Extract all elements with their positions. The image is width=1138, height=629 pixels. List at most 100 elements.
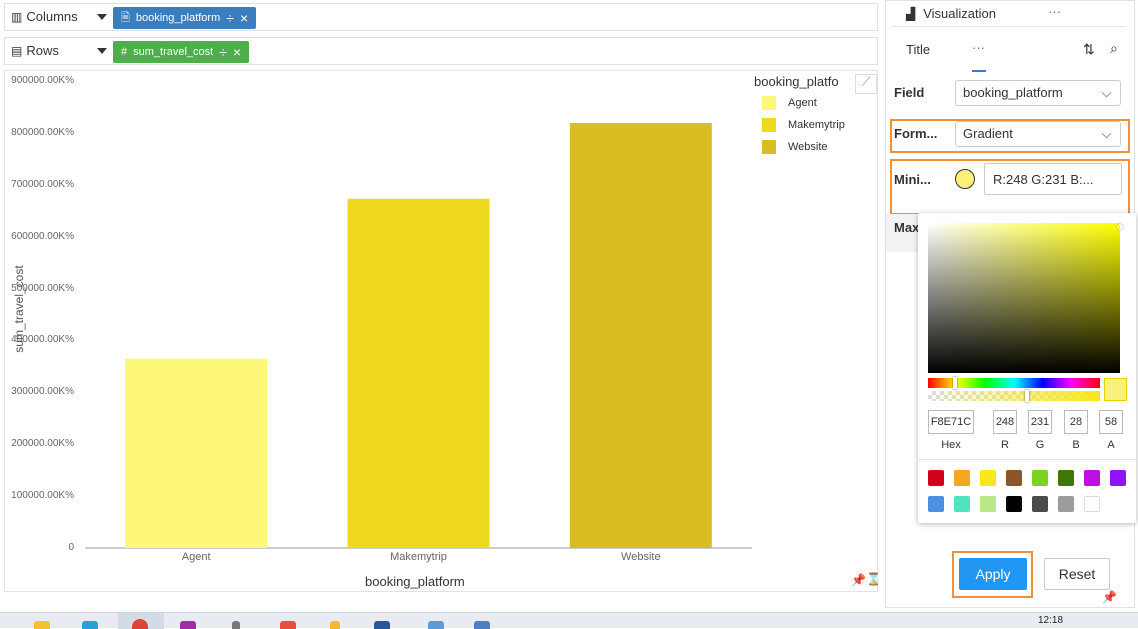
taskbar-onenote-icon[interactable]	[180, 621, 196, 629]
split-icon[interactable]: ÷	[226, 10, 234, 26]
preset-color-swatch[interactable]	[1084, 470, 1100, 486]
columns-shelf: ▥ Columns 🗎 booking_platform ÷ ×	[4, 3, 878, 31]
columns-pill[interactable]: 🗎 booking_platform ÷ ×	[113, 7, 257, 29]
alpha-handle[interactable]	[1025, 390, 1029, 402]
r-input[interactable]: 248	[993, 410, 1017, 434]
legend-item[interactable]: Website	[762, 140, 828, 154]
color-picker-popup: F8E71C 248 231 28 58 Hex R G B A	[918, 213, 1136, 523]
taskbar-app-icon[interactable]	[428, 621, 444, 629]
b-label: B	[1072, 439, 1080, 451]
minimum-color-swatch[interactable]	[955, 169, 975, 189]
b-input[interactable]: 28	[1064, 410, 1088, 434]
sv-handle[interactable]	[1117, 224, 1123, 230]
preset-color-swatch[interactable]	[980, 470, 996, 486]
minimum-label: Mini...	[894, 172, 931, 187]
legend-label: Agent	[788, 97, 817, 109]
split-icon[interactable]: ÷	[219, 44, 227, 60]
subtab-active-indicator	[972, 70, 986, 72]
preset-color-swatch[interactable]	[1058, 470, 1074, 486]
hue-slider[interactable]	[928, 377, 1100, 389]
bar-website[interactable]	[569, 123, 712, 548]
rows-pill-label: sum_travel_cost	[133, 46, 214, 58]
g-label: G	[1035, 439, 1045, 451]
preset-color-swatch[interactable]	[1110, 470, 1126, 486]
hourglass-icon: ⌛	[866, 572, 881, 586]
preset-color-swatch[interactable]	[928, 496, 944, 512]
maximum-label: Max	[894, 220, 920, 235]
taskbar: 12:18	[0, 612, 1138, 629]
columns-dropdown-icon[interactable]	[97, 14, 107, 20]
taskbar-folder-icon[interactable]	[34, 621, 50, 629]
g-input[interactable]: 231	[1028, 410, 1052, 434]
apply-button[interactable]: Apply	[959, 558, 1027, 590]
taskbar-active-app[interactable]	[118, 613, 164, 629]
a-input[interactable]: 58	[1099, 410, 1123, 434]
tab-visualization[interactable]: ▟ Visualization	[906, 6, 996, 21]
columns-pill-label: booking_platform	[135, 12, 221, 24]
preset-color-swatch[interactable]	[980, 496, 996, 512]
rows-icon: ▤	[11, 43, 23, 58]
format-select[interactable]: Gradient	[955, 121, 1121, 147]
y-tick-label: 800000.00K%	[11, 126, 74, 138]
y-tick-label: 500000.00K%	[11, 282, 74, 294]
a-label: A	[1107, 439, 1115, 451]
sort-icon[interactable]: ⇅	[1083, 41, 1095, 57]
format-highlight	[890, 119, 1130, 153]
taskbar-app-icon[interactable]	[280, 621, 296, 629]
rows-dropdown-icon[interactable]	[97, 48, 107, 54]
y-axis-label: sum_travel_cost	[12, 265, 26, 353]
preset-color-swatch[interactable]	[1032, 496, 1048, 512]
legend-item[interactable]: Agent	[762, 96, 817, 110]
legend-swatch	[762, 96, 776, 110]
taskbar-app-icon[interactable]	[474, 621, 490, 629]
pin-icon[interactable]: 📌	[851, 573, 866, 587]
y-tick-label: 100000.00K%	[11, 490, 74, 502]
saturation-value-area[interactable]	[928, 223, 1123, 373]
taskbar-app-icon[interactable]	[330, 621, 340, 629]
preset-color-swatch[interactable]	[928, 470, 944, 486]
bar-makemytrip[interactable]	[347, 198, 490, 548]
remove-icon[interactable]: ×	[239, 10, 249, 26]
document-icon: 🗎	[121, 11, 130, 24]
preset-color-swatch[interactable]	[954, 496, 970, 512]
legend-label: Makemytrip	[788, 119, 845, 131]
rows-shelf-label: ▤ Rows	[11, 43, 59, 58]
tab-divider	[892, 26, 1126, 27]
alpha-slider[interactable]	[928, 390, 1100, 402]
chart-icon: ▟	[906, 6, 916, 21]
apply-highlight	[952, 551, 1033, 598]
preset-color-swatch[interactable]	[1084, 496, 1100, 512]
reset-button[interactable]: Reset	[1044, 558, 1110, 590]
rows-pill[interactable]: # sum_travel_cost ÷ ×	[113, 41, 250, 63]
preset-color-swatch[interactable]	[1006, 496, 1022, 512]
pin-icon[interactable]: 📌	[1102, 590, 1117, 604]
hex-label: Hex	[941, 439, 961, 451]
field-select[interactable]: booking_platform	[955, 80, 1121, 106]
x-tick-label: Agent	[181, 551, 211, 563]
search-icon[interactable]: ⌕	[1110, 40, 1118, 56]
hue-handle[interactable]	[953, 377, 957, 389]
taskbar-skype-icon[interactable]	[82, 621, 98, 629]
swatch-divider	[918, 459, 1136, 460]
preset-color-swatch[interactable]	[954, 470, 970, 486]
preset-color-swatch[interactable]	[1006, 470, 1022, 486]
chrome-icon	[132, 619, 148, 629]
minimum-color-field[interactable]: R:248 G:231 B:...	[984, 163, 1122, 195]
preset-color-swatch[interactable]	[1058, 496, 1074, 512]
columns-icon: ▥	[11, 9, 23, 24]
subtab-title[interactable]: Title	[906, 42, 931, 57]
legend-swatch	[762, 140, 776, 154]
subtab-more[interactable]: ···	[972, 40, 985, 55]
bar-agent[interactable]	[125, 358, 268, 548]
tab-more[interactable]: ···	[1048, 4, 1061, 19]
taskbar-app-icon[interactable]	[232, 621, 240, 629]
y-tick-label: 0	[68, 542, 74, 553]
legend-item[interactable]: Makemytrip	[762, 118, 845, 132]
taskbar-app-icon[interactable]	[374, 621, 390, 629]
preset-color-swatch[interactable]	[1032, 470, 1048, 486]
trend-icon[interactable]: ⟋	[855, 74, 877, 94]
remove-icon[interactable]: ×	[232, 44, 242, 60]
legend-label: Website	[788, 141, 828, 153]
r-label: R	[1001, 439, 1009, 451]
hex-input[interactable]: F8E71C	[928, 410, 974, 434]
